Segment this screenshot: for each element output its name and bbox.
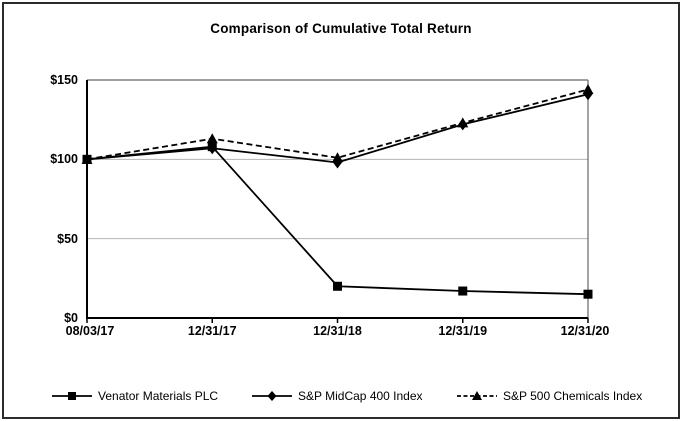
- legend: Venator Materials PLC S&P MidCap 400 Inde…: [0, 387, 682, 405]
- marker-square-venator-materials-plc: [333, 281, 342, 291]
- marker-diamond-s-p-midcap-400-index: [333, 156, 342, 169]
- legend-item-s-p-midcap-400-index: S&P MidCap 400 Index: [252, 387, 423, 405]
- legend-label: S&P 500 Chemicals Index: [503, 389, 643, 403]
- legend-label: Venator Materials PLC: [98, 389, 219, 403]
- square-line-sample-icon: [52, 392, 92, 400]
- chart-title: Comparison of Cumulative Total Return: [210, 21, 472, 36]
- y-axis: $0 $50 $100 $150: [0, 0, 80, 421]
- legend-item-venator-materials-plc: Venator Materials PLC: [52, 387, 218, 405]
- diamond-line-sample-icon: [252, 391, 292, 401]
- marker-square-venator-materials-plc: [458, 286, 468, 296]
- marker-square-venator-materials-plc: [82, 154, 92, 164]
- legend-item-s-p-500-chemicals-index: S&P 500 Chemicals Index: [457, 387, 642, 405]
- triangle-line-sample-icon: [457, 391, 497, 400]
- square-marker-icon: [68, 392, 76, 400]
- series-line-s-p-500-chemicals-index: [86, 88, 589, 161]
- diamond-marker-icon: [267, 391, 277, 401]
- marker-square-venator-materials-plc: [583, 289, 593, 299]
- x-axis-label: 12/31/18: [313, 324, 362, 338]
- triangle-marker-icon: [472, 391, 482, 400]
- x-axis: 08/03/17 12/31/17 12/31/18 12/31/19 12/31/20: [0, 323, 682, 339]
- y-axis-label: $150: [50, 73, 78, 87]
- y-axis-label: $0: [64, 311, 78, 325]
- x-axis-label: 12/31/20: [560, 324, 610, 338]
- x-axis-label: 12/31/19: [438, 324, 488, 338]
- y-axis-label: $100: [50, 152, 78, 167]
- marker-diamond-s-p-midcap-400-index: [583, 88, 593, 101]
- series-line-venator-materials-plc: [86, 145, 589, 296]
- marker-diamond-s-p-midcap-400-index: [458, 118, 468, 131]
- x-axis-label: 12/31/17: [187, 324, 237, 338]
- legend-label: S&P MidCap 400 Index: [298, 389, 423, 403]
- marker-square-venator-materials-plc: [207, 142, 217, 152]
- y-axis-label: $50: [57, 231, 78, 246]
- marker-triangle-s-p-500-chemicals-index: [206, 133, 218, 144]
- x-axis-label: 08/03/17: [65, 324, 115, 338]
